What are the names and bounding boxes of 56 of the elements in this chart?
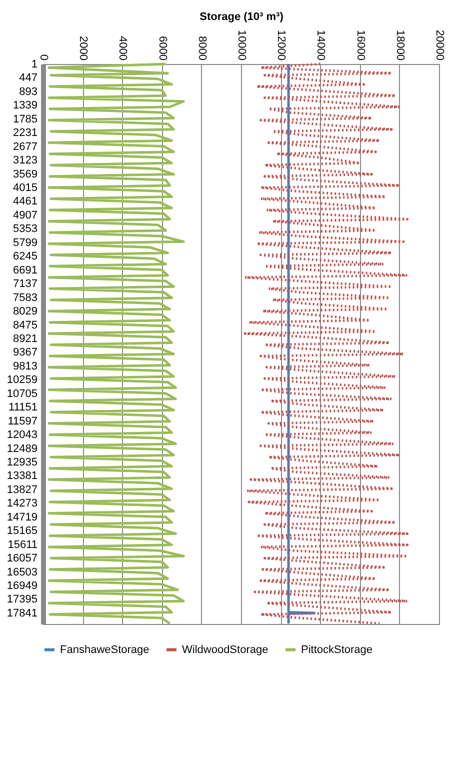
- legend-label: FanshaweStorage: [60, 644, 150, 656]
- y-tick-label: 16503: [6, 566, 38, 578]
- x-axis-title: Storage (10³ m³): [200, 10, 284, 23]
- x-tick-label: 10000: [236, 30, 248, 60]
- y-tick-label: 13381: [6, 470, 38, 482]
- y-tick-label: 4461: [13, 196, 38, 208]
- y-tick-label: 893: [19, 86, 38, 98]
- y-tick-label: 3123: [13, 154, 38, 167]
- x-tick-label: 8000: [196, 36, 208, 60]
- y-tick-label: 13827: [6, 484, 38, 496]
- x-tick-label: 0: [38, 54, 50, 60]
- y-tick-label: 12935: [6, 456, 38, 468]
- y-tick-label: 7137: [13, 278, 38, 290]
- y-tick-label: 6245: [13, 250, 38, 263]
- y-tick-label: 17395: [6, 594, 38, 606]
- y-tick-label: 11597: [8, 415, 38, 428]
- x-tick-label: 12000: [275, 30, 288, 60]
- y-tick-label: 12489: [6, 442, 38, 455]
- y-tick-label: 16949: [6, 580, 38, 592]
- y-tick-label: 2231: [13, 127, 38, 140]
- y-tick-label: 10259: [6, 374, 38, 386]
- y-tick-label: 12043: [6, 429, 38, 442]
- x-tick-label: 4000: [116, 36, 129, 60]
- x-tick-label: 20000: [434, 30, 446, 60]
- y-tick-label: 16057: [6, 552, 38, 565]
- legend-label: PittockStorage: [301, 644, 373, 656]
- x-tick-label: 6000: [156, 36, 168, 60]
- y-tick-label: 14719: [6, 511, 38, 524]
- x-tick-label: 14000: [314, 30, 327, 60]
- x-tick-label: 18000: [394, 30, 406, 60]
- x-tick-label: 2000: [77, 36, 90, 60]
- y-tick-label: 447: [19, 72, 38, 84]
- y-tick-label: 15165: [6, 525, 38, 538]
- y-tick-label: 15611: [8, 538, 38, 551]
- y-tick-label: 10705: [6, 388, 38, 400]
- y-tick-label: 1339: [13, 100, 38, 112]
- legend-label: WildwoodStorage: [182, 644, 268, 656]
- y-tick-label: 5353: [13, 223, 38, 236]
- y-tick-label: 8921: [13, 332, 38, 345]
- y-tick-label: 8029: [13, 306, 38, 318]
- y-tick-label: 3569: [13, 168, 38, 180]
- y-tick-label: 9813: [13, 360, 38, 372]
- y-tick-label: 4015: [13, 182, 38, 194]
- y-tick-label: 14273: [6, 498, 38, 510]
- y-tick-label: 1: [31, 58, 38, 70]
- y-tick-label: 11151: [8, 402, 38, 414]
- y-tick-label: 17841: [6, 607, 38, 620]
- y-tick-label: 4907: [13, 209, 38, 222]
- y-tick-label: 6691: [13, 264, 38, 276]
- y-tick-label: 1785: [13, 113, 38, 126]
- y-tick-label: 5799: [13, 236, 38, 249]
- x-tick-label: 16000: [354, 30, 366, 60]
- y-tick-label: 8475: [13, 319, 38, 332]
- y-tick-label: 9367: [13, 346, 38, 359]
- y-tick-label: 7583: [13, 292, 38, 304]
- y-tick-label: 2677: [13, 140, 38, 153]
